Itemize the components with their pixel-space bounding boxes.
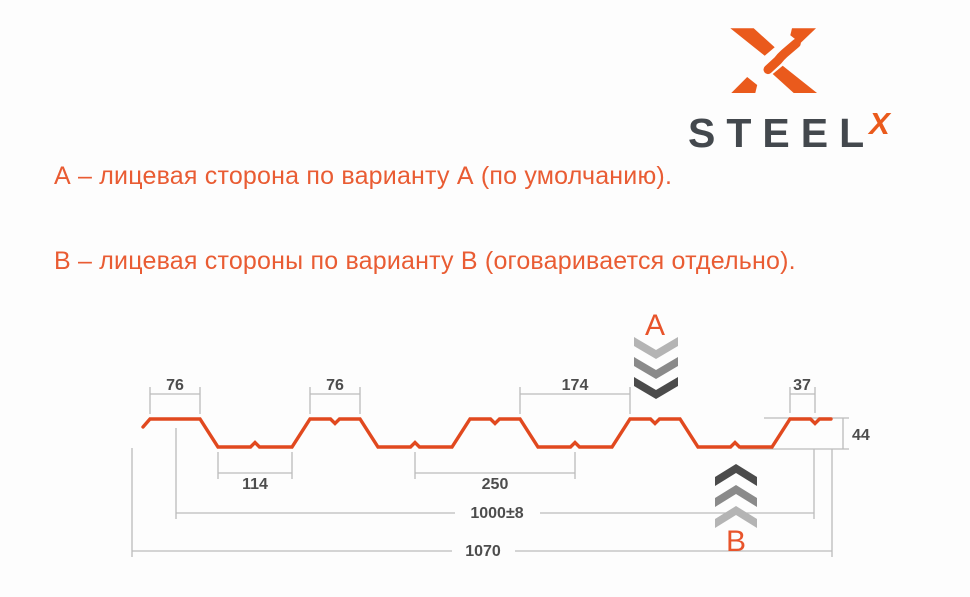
sheet-profile-outline [141,417,833,449]
logo-arm-bottom-left [731,77,758,93]
dim-overall-width-label: 1070 [465,543,501,560]
dim-cover-width-label: 1000±8 [470,505,523,522]
dim-pitch-label: 250 [482,476,509,493]
dim-valley-label: 114 [242,476,268,493]
brand-x-icon [730,28,817,93]
brand-name: STEEL [688,110,876,156]
logo-arm-top-left [730,28,775,56]
dim-height-label: 44 [852,427,870,444]
dim-flange-1-label: 76 [166,377,184,394]
brand-wordmark: STEELX [688,106,896,157]
dim-opening-label: 174 [562,377,589,394]
side-a-chevrons-icon [634,337,678,399]
note-variant-b: В – лицевая стороны по варианту В (огова… [54,247,796,275]
side-b-chevrons-icon [715,464,757,528]
brand-logo: STEELX [688,22,918,156]
side-a-label: А [645,309,665,342]
dim-flange-2-label: 76 [326,377,344,394]
logo-arm-bottom-right [772,65,817,93]
logo-s-ribbon [763,38,801,75]
side-b-label: В [726,525,746,558]
note-variant-a: А – лицевая сторона по варианту А (по ум… [54,162,673,190]
dimension-lines [131,387,849,557]
brand-x-mark: X [869,106,890,141]
dim-edge-label: 37 [793,377,811,394]
